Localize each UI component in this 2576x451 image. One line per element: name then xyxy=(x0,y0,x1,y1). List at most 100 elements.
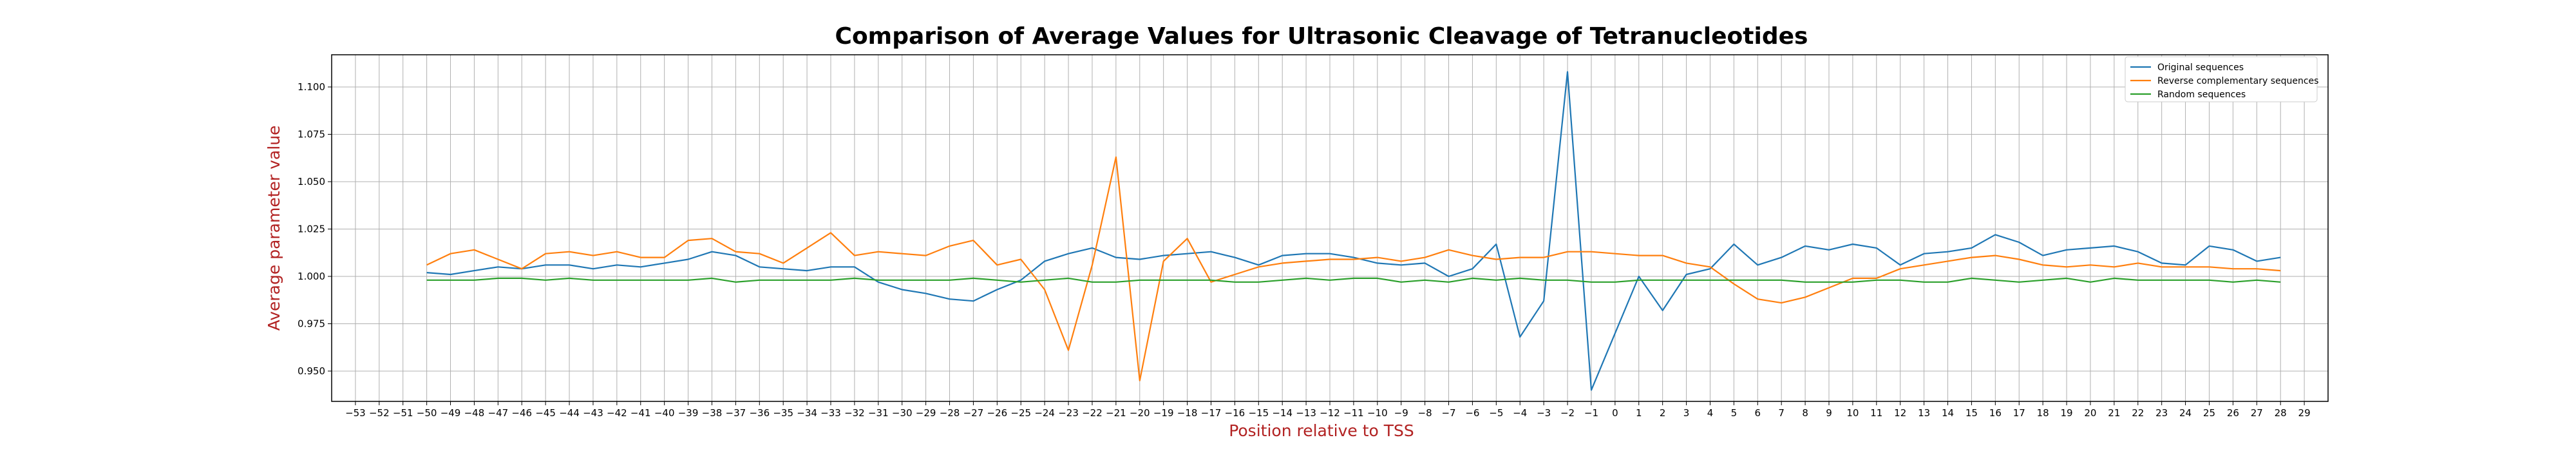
y-axis-label: Average parameter value xyxy=(265,126,283,331)
x-tick-label: −42 xyxy=(607,407,627,419)
legend: Original sequences Reverse complementary … xyxy=(2125,56,2318,102)
x-tick-label: −49 xyxy=(440,407,461,419)
x-tick-label: −32 xyxy=(844,407,865,419)
x-tick-label: 13 xyxy=(1918,407,1930,419)
y-tick-label: 1.100 xyxy=(298,81,325,93)
x-tick-label: −5 xyxy=(1489,407,1503,419)
x-axis-ticks: −53 −52 −51 −50 −49 −48 −47 −46 −45 −44 −43 −42 −41−… xyxy=(345,401,2311,419)
x-tick-label: −39 xyxy=(678,407,699,419)
y-tick-label: 0.975 xyxy=(298,318,325,329)
x-tick-label: −33 xyxy=(820,407,841,419)
x-tick-label: 3 xyxy=(1683,407,1690,419)
x-tick-label: 9 xyxy=(1826,407,1832,419)
x-tick-label: −34 xyxy=(797,407,817,419)
x-tick-label: 18 xyxy=(2037,407,2049,419)
x-tick-label: −26 xyxy=(987,407,1008,419)
x-tick-label: −53 xyxy=(345,407,366,419)
x-tick-label: 14 xyxy=(1942,407,1954,419)
x-tick-label: −10 xyxy=(1367,407,1388,419)
y-tick-label: 0.950 xyxy=(298,365,325,377)
x-tick-label: 15 xyxy=(1965,407,1978,419)
x-tick-label: −9 xyxy=(1394,407,1408,419)
x-tick-label: −4 xyxy=(1513,407,1527,419)
series-line-0 xyxy=(426,71,2281,391)
x-tick-label: −16 xyxy=(1225,407,1245,419)
x-tick-label: −25 xyxy=(1010,407,1031,419)
x-tick-label: 17 xyxy=(2013,407,2025,419)
x-tick-label: −14 xyxy=(1272,407,1293,419)
x-tick-label: 27 xyxy=(2251,407,2263,419)
x-tick-label: −3 xyxy=(1537,407,1551,419)
x-tick-label: −29 xyxy=(916,407,936,419)
x-tick-label: −48 xyxy=(464,407,485,419)
x-tick-label: 12 xyxy=(1894,407,1906,419)
x-tick-label: −23 xyxy=(1058,407,1079,419)
x-tick-label: −44 xyxy=(559,407,580,419)
x-tick-label: −19 xyxy=(1153,407,1174,419)
y-tick-label: 1.000 xyxy=(298,271,325,282)
x-tick-label: −51 xyxy=(393,407,413,419)
x-tick-label: 8 xyxy=(1802,407,1808,419)
x-tick-label: −1 xyxy=(1584,407,1598,419)
y-axis-ticks: 0.950 0.975 1.000 1.025 1.050 1.075 1.100 xyxy=(298,81,332,377)
y-tick-label: 1.050 xyxy=(298,176,325,187)
legend-label-2: Random sequences xyxy=(2157,90,2246,100)
x-tick-label: 28 xyxy=(2275,407,2287,419)
series-lines xyxy=(426,71,2281,391)
x-axis-label: Position relative to TSS xyxy=(1229,421,1414,440)
x-tick-label: −41 xyxy=(630,407,651,419)
x-tick-label: −15 xyxy=(1248,407,1269,419)
x-tick-label: 26 xyxy=(2227,407,2239,419)
x-tick-label: 6 xyxy=(1755,407,1761,419)
x-tick-label: −2 xyxy=(1560,407,1575,419)
x-tick-label: −24 xyxy=(1034,407,1055,419)
x-tick-label: −17 xyxy=(1201,407,1222,419)
legend-box xyxy=(2125,56,2318,102)
x-tick-label: 19 xyxy=(2061,407,2073,419)
x-tick-label: 5 xyxy=(1731,407,1738,419)
y-tick-label: 1.025 xyxy=(298,223,325,235)
x-tick-label: 29 xyxy=(2298,407,2311,419)
x-tick-label: −13 xyxy=(1296,407,1316,419)
x-tick-label: 21 xyxy=(2108,407,2120,419)
chart-title: Comparison of Average Values for Ultraso… xyxy=(835,23,1808,50)
x-tick-label: −36 xyxy=(749,407,770,419)
x-tick-label: −31 xyxy=(868,407,889,419)
x-tick-label: −28 xyxy=(940,407,960,419)
x-tick-label: 23 xyxy=(2155,407,2168,419)
x-tick-label: −18 xyxy=(1177,407,1198,419)
x-tick-label: −30 xyxy=(892,407,913,419)
x-tick-label: −27 xyxy=(963,407,984,419)
series-line-2 xyxy=(426,277,2281,283)
x-tick-label: 20 xyxy=(2084,407,2096,419)
x-tick-label: 16 xyxy=(1989,407,2002,419)
x-tick-label: −37 xyxy=(726,407,746,419)
x-tick-label: −46 xyxy=(511,407,532,419)
x-tick-label: 25 xyxy=(2203,407,2215,419)
x-tick-label: −50 xyxy=(417,407,437,419)
x-tick-label: −47 xyxy=(488,407,509,419)
x-tick-label: −11 xyxy=(1343,407,1364,419)
x-tick-label: −45 xyxy=(535,407,556,419)
x-tick-label: −7 xyxy=(1441,407,1455,419)
y-tick-label: 1.075 xyxy=(298,128,325,140)
x-tick-label: −20 xyxy=(1130,407,1150,419)
x-tick-label: −8 xyxy=(1418,407,1432,419)
legend-label-0: Original sequences xyxy=(2157,62,2244,73)
x-tick-label: −22 xyxy=(1082,407,1103,419)
series-line-1 xyxy=(426,156,2281,381)
x-tick-label: 0 xyxy=(1612,407,1618,419)
x-tick-label: 7 xyxy=(1778,407,1785,419)
x-tick-label: 11 xyxy=(1870,407,1882,419)
x-tick-label: −6 xyxy=(1465,407,1479,419)
x-tick-label: −21 xyxy=(1106,407,1126,419)
legend-label-1: Reverse complementary sequences xyxy=(2157,76,2318,86)
x-tick-label: 1 xyxy=(1636,407,1642,419)
x-tick-label: −52 xyxy=(369,407,390,419)
x-tick-label: −38 xyxy=(702,407,723,419)
x-tick-label: 22 xyxy=(2132,407,2144,419)
x-tick-label: −43 xyxy=(583,407,603,419)
x-tick-label: −40 xyxy=(654,407,675,419)
x-tick-label: −12 xyxy=(1320,407,1340,419)
x-tick-label: 24 xyxy=(2179,407,2192,419)
